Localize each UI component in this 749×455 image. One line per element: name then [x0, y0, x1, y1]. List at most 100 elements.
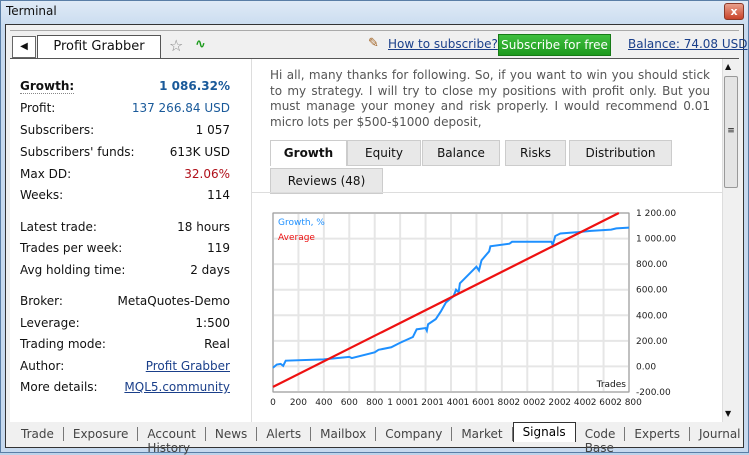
- stat-row: Max DD: 32.06%: [20, 167, 230, 181]
- stat-value: 137 266.84 USD: [131, 101, 230, 115]
- stat-value: 114: [207, 188, 230, 202]
- stat-value: 1:500: [195, 316, 230, 330]
- stat-label: Max DD:: [20, 167, 72, 181]
- x-tick-label: 1 400: [438, 398, 464, 408]
- close-button[interactable]: x: [724, 3, 744, 20]
- tab-reviews[interactable]: Reviews (48): [270, 168, 383, 194]
- stats-panel: [10, 59, 252, 422]
- series-line-average: [272, 212, 620, 388]
- x-tick-label: 2 400: [565, 398, 591, 408]
- stat-row: Latest trade: 18 hours: [20, 220, 230, 234]
- stat-value: 32.06%: [184, 167, 230, 181]
- balance-link[interactable]: Balance: 74.08 USD: [628, 37, 748, 51]
- y-tick-label: -200.00: [636, 388, 671, 398]
- stat-label: Profit:: [20, 101, 56, 115]
- stat-label: Weeks:: [20, 188, 64, 202]
- stat-value: 1 086.32%: [159, 79, 230, 93]
- x-axis-label: Trades: [596, 380, 627, 390]
- bottom-tab-alerts[interactable]: Alerts: [257, 426, 312, 441]
- star-icon[interactable]: ☆: [169, 36, 184, 55]
- series-line-growth: [272, 226, 630, 369]
- x-tick-label: 2 600: [591, 398, 617, 408]
- stat-value: 18 hours: [177, 220, 230, 234]
- x-tick-label: 1 800: [489, 398, 515, 408]
- stat-row: Avg holding time: 2 days: [20, 263, 230, 277]
- x-tick-label: 2 000: [514, 398, 540, 408]
- stat-row: Weeks: 114: [20, 188, 230, 202]
- bottom-tab-experts[interactable]: Experts: [625, 426, 690, 441]
- stat-row: Author: Profit Grabber: [20, 359, 230, 373]
- y-tick-label: 400.00: [636, 311, 668, 321]
- scroll-down-icon[interactable]: ▼: [725, 409, 732, 418]
- how-to-subscribe-link[interactable]: How to subscribe?: [388, 37, 498, 51]
- x-tick-label: 2 200: [540, 398, 566, 408]
- scroll-up-icon[interactable]: ▲: [725, 62, 732, 71]
- tab-balance[interactable]: Balance: [422, 140, 500, 166]
- x-tick-label: 800: [366, 398, 383, 408]
- stat-value: 119: [207, 241, 230, 255]
- stat-value: 1 057: [195, 123, 230, 137]
- stat-label: Avg holding time:: [20, 263, 126, 277]
- stat-row: Leverage: 1:500: [20, 316, 230, 330]
- signal-chart-icon[interactable]: ∿: [195, 37, 206, 52]
- bottom-tab-account-history[interactable]: Account History: [138, 426, 206, 455]
- growth-chart: 0 200 400 600 800 1 000 1 200 1 400 1 600 1 800 2 …: [270, 209, 676, 408]
- legend-entry: Growth, %: [278, 218, 325, 228]
- x-tick-label: 1 000: [387, 398, 413, 408]
- stat-row: Trading mode: Real: [20, 337, 230, 351]
- x-tick-label: 600: [341, 398, 358, 408]
- stat-label: More details:: [20, 380, 98, 394]
- bottom-tab-exposure[interactable]: Exposure: [64, 426, 139, 441]
- x-tick-label: 0: [270, 398, 276, 408]
- help-icon: ✎: [368, 36, 379, 51]
- stat-label: Subscribers' funds:: [20, 145, 135, 159]
- stat-row: Subscribers' funds: 613K USD: [20, 145, 230, 159]
- stat-label: Trading mode:: [20, 337, 106, 351]
- x-tick-label: 1 200: [413, 398, 439, 408]
- window-title: Terminal: [6, 4, 57, 18]
- x-tick-label: 2 800: [616, 398, 642, 408]
- legend-entry: Average: [278, 233, 315, 243]
- back-arrow-icon[interactable]: ◀: [12, 36, 36, 58]
- stat-row: Trades per week: 119: [20, 241, 230, 255]
- bottom-tab-company[interactable]: Company: [376, 426, 453, 441]
- y-tick-label: 0.00: [636, 362, 656, 372]
- stat-label: Trades per week:: [20, 241, 123, 255]
- stat-label: Broker:: [20, 294, 63, 308]
- tab-risks[interactable]: Risks: [505, 140, 566, 166]
- bottom-tab-news[interactable]: News: [206, 426, 258, 441]
- stat-row: Subscribers: 1 057: [20, 123, 230, 137]
- bottom-tab-journal[interactable]: Journal: [690, 427, 749, 441]
- stat-label: Latest trade:: [20, 220, 97, 234]
- tab-equity[interactable]: Equity: [347, 140, 421, 166]
- stat-value: 613K USD: [169, 145, 230, 159]
- tab-growth[interactable]: Growth: [270, 140, 347, 166]
- plot-border: [272, 212, 630, 393]
- stat-value: 2 days: [190, 263, 230, 277]
- stat-label: Leverage:: [20, 316, 80, 330]
- bottom-tab-signals[interactable]: Signals: [512, 421, 576, 442]
- stat-link[interactable]: MQL5.community: [124, 380, 230, 394]
- stat-value: Real: [204, 337, 230, 351]
- y-tick-label: 200.00: [636, 337, 668, 347]
- stat-label: Author:: [20, 359, 65, 373]
- x-tick-label: 1 600: [464, 398, 490, 408]
- y-tick-label: 800.00: [636, 260, 668, 270]
- stat-row: Broker: MetaQuotes-Demo: [20, 294, 230, 308]
- bottom-tab-trade[interactable]: Trade: [12, 426, 64, 441]
- y-tick-label: 600.00: [636, 286, 668, 296]
- tab-distribution[interactable]: Distribution: [569, 140, 672, 166]
- tab-profit-grabber[interactable]: Profit Grabber: [37, 35, 161, 60]
- stat-link[interactable]: Profit Grabber: [145, 359, 230, 373]
- stat-row: More details: MQL5.community: [20, 380, 230, 394]
- signal-description: Hi all, many thanks for following. So, i…: [270, 68, 710, 129]
- stat-label: Growth:: [20, 79, 75, 94]
- y-tick-label: 1 000.00: [636, 235, 676, 245]
- scrollbar-thumb[interactable]: ≡: [724, 76, 738, 188]
- stat-value: MetaQuotes-Demo: [117, 294, 230, 308]
- subscribe-button[interactable]: Subscribe for free: [498, 34, 611, 56]
- x-tick-label: 400: [315, 398, 332, 408]
- bottom-tab-mailbox[interactable]: Mailbox: [311, 426, 377, 441]
- bottom-tab-market[interactable]: Market: [452, 426, 513, 441]
- bottom-tab-code-base[interactable]: Code Base: [576, 426, 626, 455]
